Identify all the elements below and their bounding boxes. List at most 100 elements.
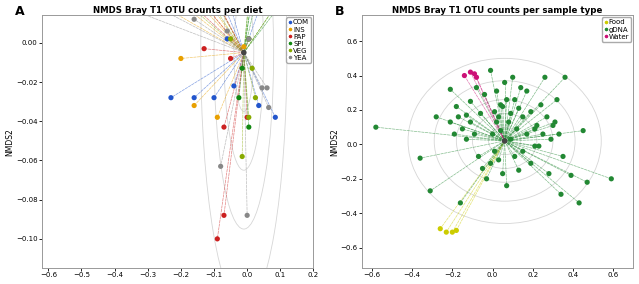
Point	[263, 105, 273, 110]
Point	[465, 120, 475, 124]
Point	[544, 171, 554, 176]
Point	[234, 95, 244, 100]
Point	[582, 180, 592, 185]
Point	[556, 192, 566, 197]
Point	[518, 149, 528, 154]
Point	[521, 89, 532, 93]
Point	[475, 111, 486, 116]
Point	[237, 154, 247, 159]
Point	[445, 120, 456, 124]
Point	[226, 56, 236, 61]
Point	[459, 73, 470, 78]
Point	[500, 139, 510, 143]
Point	[477, 166, 488, 171]
Point	[493, 114, 504, 119]
Point	[243, 37, 254, 41]
Point	[445, 87, 456, 92]
Point	[578, 128, 589, 133]
Point	[550, 120, 560, 124]
Point	[504, 120, 514, 124]
Point	[219, 213, 229, 218]
Point	[212, 237, 222, 241]
Point	[488, 132, 498, 136]
Point	[606, 177, 617, 181]
Point	[239, 44, 249, 49]
Point	[243, 37, 254, 41]
Point	[451, 104, 461, 109]
Point	[472, 85, 482, 90]
Point	[554, 132, 564, 136]
Point	[530, 127, 540, 131]
Point	[371, 125, 381, 130]
Point	[574, 201, 584, 205]
Title: NMDS Bray T1 OTU counts per sample type: NMDS Bray T1 OTU counts per sample type	[392, 6, 603, 14]
Point	[237, 66, 247, 70]
Point	[219, 125, 229, 130]
Point	[242, 115, 252, 120]
Point	[512, 127, 522, 131]
Legend: COM, INS, PAP, SPI, VEG, YEA: COM, INS, PAP, SPI, VEG, YEA	[286, 17, 311, 63]
Point	[239, 50, 249, 55]
Point	[243, 125, 254, 130]
Point	[552, 97, 562, 102]
Point	[546, 137, 556, 141]
Text: A: A	[15, 5, 24, 18]
Point	[509, 154, 520, 159]
Point	[415, 156, 425, 160]
Point	[507, 75, 518, 80]
Point	[447, 230, 458, 234]
Point	[514, 106, 524, 110]
Point	[473, 154, 484, 159]
Point	[489, 149, 500, 154]
Point	[257, 85, 267, 90]
Point	[453, 114, 463, 119]
Point	[243, 115, 254, 120]
Y-axis label: NMDS2: NMDS2	[330, 128, 339, 156]
Point	[535, 103, 546, 107]
Point	[560, 75, 570, 80]
Point	[498, 171, 508, 176]
Point	[481, 177, 491, 181]
Point	[243, 37, 254, 41]
Point	[489, 109, 500, 114]
Title: NMDS Bray T1 OTU counts per diet: NMDS Bray T1 OTU counts per diet	[93, 6, 263, 14]
Y-axis label: NMDS2: NMDS2	[6, 128, 15, 156]
Point	[516, 85, 526, 90]
Point	[505, 111, 516, 116]
Point	[189, 103, 199, 108]
Point	[534, 144, 544, 148]
Point	[441, 230, 451, 234]
Point	[486, 68, 496, 73]
Point	[509, 97, 520, 102]
Point	[493, 158, 504, 162]
Point	[222, 29, 233, 33]
Point	[465, 99, 475, 104]
Point	[548, 123, 558, 128]
Point	[486, 161, 496, 166]
Point	[518, 114, 528, 119]
Point	[242, 213, 252, 218]
Point	[521, 132, 532, 136]
Point	[479, 92, 489, 97]
Point	[538, 132, 548, 136]
Point	[455, 201, 465, 205]
Point	[270, 9, 281, 14]
Point	[212, 115, 222, 120]
Point	[526, 161, 536, 166]
Point	[176, 56, 186, 61]
Point	[449, 132, 459, 136]
Legend: Food, gDNA, Water: Food, gDNA, Water	[602, 17, 631, 42]
Point	[495, 103, 505, 107]
Point	[540, 75, 550, 80]
Point	[491, 120, 502, 124]
Point	[542, 114, 552, 119]
Point	[189, 95, 199, 100]
Point	[532, 123, 542, 128]
Point	[461, 113, 472, 117]
Point	[465, 70, 475, 74]
Point	[526, 109, 536, 114]
Point	[505, 137, 516, 141]
Point	[431, 114, 442, 119]
Point	[530, 144, 540, 148]
Point	[451, 228, 461, 233]
